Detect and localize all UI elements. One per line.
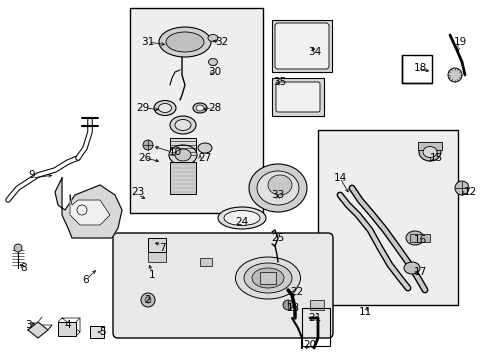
Ellipse shape: [244, 263, 291, 293]
Text: 7: 7: [159, 243, 165, 253]
Text: 10: 10: [168, 147, 181, 157]
Ellipse shape: [207, 35, 218, 41]
Text: 34: 34: [308, 47, 321, 57]
Text: 6: 6: [82, 275, 89, 285]
Text: 18: 18: [412, 63, 426, 73]
Ellipse shape: [267, 175, 291, 195]
Text: 31: 31: [141, 37, 154, 47]
Bar: [148, 250, 165, 262]
Bar: [271, 20, 331, 72]
Circle shape: [454, 181, 468, 195]
Ellipse shape: [158, 104, 171, 112]
FancyBboxPatch shape: [275, 82, 319, 112]
Text: 19: 19: [452, 37, 466, 47]
Text: 33: 33: [271, 190, 284, 200]
Bar: [170, 162, 196, 194]
Ellipse shape: [405, 231, 423, 245]
Ellipse shape: [154, 100, 176, 116]
Bar: [148, 238, 165, 252]
Text: 9: 9: [29, 170, 35, 180]
Ellipse shape: [257, 171, 298, 205]
Ellipse shape: [193, 103, 206, 113]
Ellipse shape: [165, 32, 203, 52]
Text: 1: 1: [148, 270, 155, 280]
Text: 12: 12: [463, 187, 476, 197]
Text: 17: 17: [412, 267, 426, 277]
Ellipse shape: [196, 105, 203, 111]
Bar: [309, 300, 324, 310]
Ellipse shape: [198, 143, 212, 153]
Ellipse shape: [224, 211, 260, 225]
Ellipse shape: [418, 143, 440, 161]
Ellipse shape: [175, 120, 191, 130]
Ellipse shape: [403, 262, 419, 274]
Text: 30: 30: [208, 67, 221, 77]
Text: 8: 8: [20, 263, 27, 273]
Ellipse shape: [208, 58, 217, 66]
Text: 28: 28: [208, 103, 221, 113]
Bar: [260, 272, 275, 284]
Bar: [271, 78, 324, 116]
Ellipse shape: [170, 116, 196, 134]
Ellipse shape: [169, 145, 197, 165]
Circle shape: [142, 140, 153, 150]
Text: 35: 35: [273, 77, 286, 87]
Bar: [200, 258, 212, 266]
Circle shape: [77, 205, 87, 215]
Polygon shape: [55, 178, 122, 238]
Text: 32: 32: [215, 37, 228, 47]
Circle shape: [145, 297, 151, 303]
Bar: [130, 8, 263, 213]
Text: 20: 20: [303, 340, 316, 350]
Bar: [58, 322, 76, 336]
Ellipse shape: [422, 147, 436, 158]
Ellipse shape: [218, 207, 265, 229]
Text: 27: 27: [198, 153, 211, 163]
Polygon shape: [70, 195, 110, 225]
Text: 21: 21: [308, 313, 321, 323]
Text: 4: 4: [64, 320, 71, 330]
FancyBboxPatch shape: [274, 23, 328, 69]
Text: 3: 3: [24, 320, 31, 330]
Text: 13: 13: [286, 303, 299, 313]
Circle shape: [283, 300, 292, 310]
Text: 11: 11: [358, 307, 371, 317]
Text: 2: 2: [144, 295, 151, 305]
Text: 26: 26: [138, 153, 151, 163]
Text: 5: 5: [100, 327, 106, 337]
Text: 16: 16: [412, 235, 426, 245]
Ellipse shape: [251, 268, 284, 288]
Bar: [317, 130, 457, 305]
Text: 25: 25: [271, 233, 284, 243]
Text: 23: 23: [131, 187, 144, 197]
Bar: [170, 138, 196, 156]
Circle shape: [14, 244, 22, 252]
Bar: [401, 55, 431, 83]
Ellipse shape: [159, 27, 210, 57]
Text: 14: 14: [333, 173, 346, 183]
Ellipse shape: [248, 164, 306, 212]
Circle shape: [141, 293, 155, 307]
Bar: [417, 142, 441, 150]
Circle shape: [447, 68, 461, 82]
Bar: [90, 326, 104, 338]
Text: 15: 15: [428, 153, 442, 163]
Ellipse shape: [235, 257, 300, 299]
Bar: [409, 234, 429, 242]
Bar: [302, 308, 329, 346]
Text: 24: 24: [235, 217, 248, 227]
Text: 22: 22: [290, 287, 303, 297]
Text: 29: 29: [136, 103, 149, 113]
FancyBboxPatch shape: [113, 233, 332, 338]
Ellipse shape: [175, 149, 191, 161]
Polygon shape: [28, 322, 48, 338]
